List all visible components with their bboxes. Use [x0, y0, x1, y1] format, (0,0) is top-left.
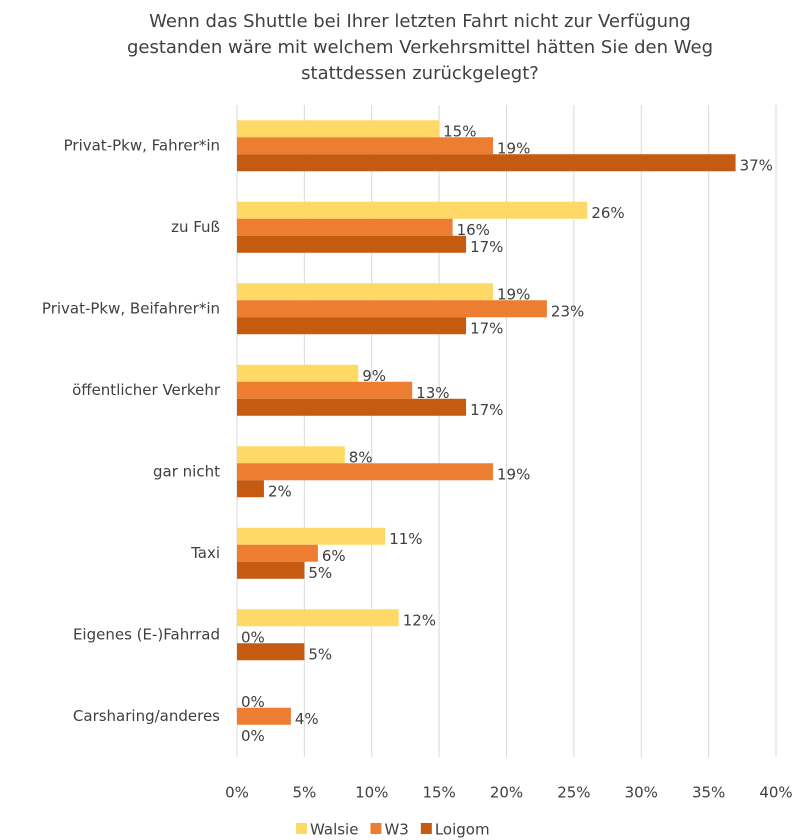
bar	[237, 283, 494, 301]
value-label: 15%	[443, 122, 476, 140]
bar	[237, 480, 264, 498]
x-tick-label: 25%	[557, 784, 590, 802]
y-tick-label: öffentlicher Verkehr	[72, 381, 221, 399]
value-label: 37%	[740, 156, 773, 174]
legend-swatch	[370, 823, 382, 834]
legend-swatch	[420, 823, 432, 834]
bar	[237, 609, 399, 627]
bar	[237, 398, 467, 416]
x-tick-label: 35%	[692, 784, 725, 802]
bar	[237, 300, 547, 318]
bar	[237, 201, 588, 219]
x-tick-label: 15%	[422, 784, 455, 802]
bar	[237, 137, 494, 155]
value-label: 0%	[241, 693, 265, 711]
value-label: 16%	[457, 221, 490, 239]
bar	[237, 527, 386, 545]
bar	[237, 707, 291, 725]
bar	[237, 154, 736, 172]
chart-title: Wenn das Shuttle bei Ihrer letzten Fahrt…	[127, 11, 713, 84]
x-tick-label: 40%	[759, 784, 792, 802]
value-label: 6%	[322, 547, 346, 565]
value-label: 2%	[268, 482, 292, 500]
value-label: 23%	[551, 302, 584, 320]
value-label: 17%	[470, 401, 503, 419]
y-tick-label: Eigenes (E-)Fahrrad	[73, 625, 220, 643]
legend-label: W3	[384, 821, 408, 839]
value-label: 4%	[295, 710, 319, 728]
value-label: 8%	[349, 448, 373, 466]
value-label: 19%	[497, 465, 530, 483]
value-label: 26%	[591, 204, 624, 222]
y-tick-label: Privat-Pkw, Beifahrer*in	[42, 299, 220, 317]
value-label: 9%	[362, 367, 386, 385]
value-label: 0%	[241, 727, 265, 745]
x-tick-label: 10%	[355, 784, 388, 802]
bar	[237, 544, 318, 562]
x-tick-label: 5%	[292, 784, 316, 802]
x-tick-label: 30%	[625, 784, 658, 802]
bar	[237, 120, 440, 138]
legend-swatch	[296, 823, 307, 834]
value-label: 17%	[470, 238, 503, 256]
y-tick-label: Carsharing/anderes	[73, 707, 220, 725]
bar	[237, 364, 359, 382]
legend-label: Loigom	[435, 821, 490, 839]
y-tick-label: Taxi	[190, 544, 220, 562]
bar	[237, 561, 305, 579]
value-label: 17%	[470, 319, 503, 337]
value-label: 11%	[389, 530, 422, 548]
x-tick-label: 20%	[490, 784, 523, 802]
value-label: 0%	[241, 628, 265, 646]
value-label: 19%	[497, 139, 530, 157]
bar	[237, 446, 345, 464]
y-tick-label: Privat-Pkw, Fahrer*in	[64, 136, 220, 154]
bar	[237, 381, 413, 399]
bar	[237, 463, 494, 481]
legend-label: Walsie	[310, 821, 358, 839]
y-tick-label: gar nicht	[153, 462, 220, 480]
y-tick-label: zu Fuß	[171, 218, 220, 236]
bar	[237, 235, 467, 253]
value-label: 5%	[308, 645, 332, 663]
value-label: 5%	[308, 564, 332, 582]
bar	[237, 317, 467, 335]
x-tick-label: 0%	[225, 784, 249, 802]
bar	[237, 643, 305, 661]
value-label: 13%	[416, 384, 449, 402]
value-label: 12%	[403, 611, 436, 629]
value-label: 19%	[497, 285, 530, 303]
bar	[237, 218, 453, 236]
